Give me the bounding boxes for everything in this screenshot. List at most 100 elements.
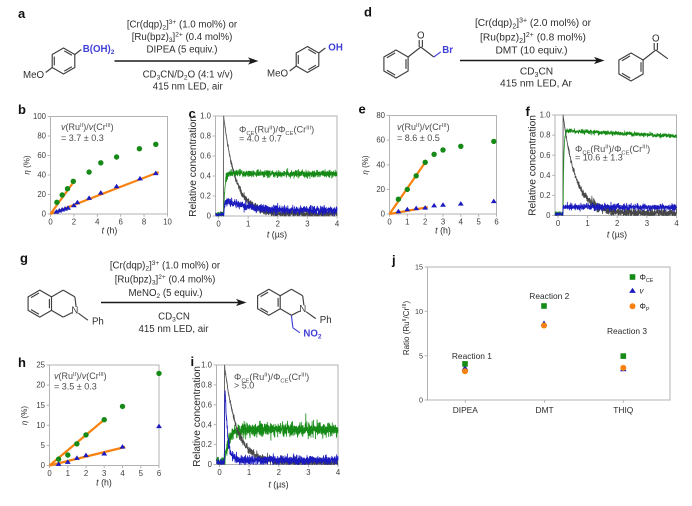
svg-text:80: 80 [376,111,385,120]
svg-text:6: 6 [119,218,123,227]
svg-text:N: N [299,304,306,315]
svg-text:0: 0 [216,220,221,229]
svg-text:= 8.6 ± 0.5: = 8.6 ± 0.5 [397,133,440,143]
svg-text:0: 0 [207,212,212,221]
svg-text:4: 4 [120,469,125,478]
svg-text:0.6: 0.6 [201,400,212,409]
svg-text:t (h): t (h) [435,226,451,236]
svg-text:2: 2 [84,469,88,478]
svg-text:0: 0 [419,396,423,405]
svg-text:0: 0 [381,210,386,219]
svg-text:CD3CN: CD3CN [158,312,190,324]
svg-text:v(RuII)/v(CrIII): v(RuII)/v(CrIII) [397,122,450,132]
svg-text:ΦCE(RuII)/ΦCE(CrIII): ΦCE(RuII)/ΦCE(CrIII) [239,125,314,137]
svg-text:0: 0 [556,219,561,228]
svg-text:i: i [191,354,195,369]
svg-text:2: 2 [72,218,76,227]
svg-text:4: 4 [95,218,100,227]
svg-text:40: 40 [37,171,46,180]
svg-text:0: 0 [42,210,47,219]
svg-text:0: 0 [217,468,222,477]
svg-text:1: 1 [405,218,409,227]
svg-text:0: 0 [387,218,392,227]
svg-text:ΦCE(RuII)/ΦCE(CrIII): ΦCE(RuII)/ΦCE(CrIII) [575,144,650,156]
svg-text:t (µs): t (µs) [268,480,288,490]
svg-text:20: 20 [37,190,46,199]
svg-text:0: 0 [546,211,551,220]
svg-text:η (%): η (%) [20,406,29,425]
svg-text:η (%): η (%) [361,155,370,174]
svg-text:15: 15 [415,263,423,272]
svg-text:2: 2 [276,220,280,229]
svg-text:v: v [640,287,645,296]
svg-text:0.4: 0.4 [201,420,213,429]
svg-text:DIPEA (5 equiv.): DIPEA (5 equiv.) [147,45,218,56]
svg-text:Ph: Ph [320,315,332,326]
svg-text:8: 8 [142,218,146,227]
svg-text:0.6: 0.6 [200,152,211,161]
svg-text:t (h): t (h) [96,478,112,488]
svg-text:DMT (10 equiv.): DMT (10 equiv.) [495,46,567,57]
svg-text:10: 10 [36,421,45,430]
svg-text:Relative concentration: Relative concentration [528,115,539,216]
svg-text:CD3CN: CD3CN [520,67,553,79]
svg-text:20: 20 [376,185,385,194]
svg-text:2: 2 [423,218,427,227]
svg-text:MeO: MeO [23,70,44,81]
svg-text:0: 0 [208,460,213,469]
svg-text:OH: OH [328,43,343,54]
svg-text:3: 3 [306,468,310,477]
svg-text:t (µs): t (µs) [267,230,287,240]
svg-text:15: 15 [36,401,45,410]
svg-text:2: 2 [277,468,281,477]
svg-text:6: 6 [494,218,498,227]
svg-text:0.8: 0.8 [201,381,212,390]
svg-text:Reaction 2: Reaction 2 [529,291,569,301]
svg-text:0: 0 [48,218,53,227]
svg-text:4: 4 [335,220,340,229]
svg-text:10: 10 [163,218,172,227]
svg-text:0.4: 0.4 [540,171,552,180]
svg-text:ΦP: ΦP [640,302,650,313]
svg-text:NO2: NO2 [303,328,322,340]
svg-text:[Ru(bpz)2]2+ (0.8 mol%): [Ru(bpz)2]2+ (0.8 mol%) [480,32,586,45]
svg-text:DIPEA: DIPEA [453,405,479,415]
svg-text:[Ru(bpz)3]2+ (0.4 mol%): [Ru(bpz)3]2+ (0.4 mol%) [132,32,233,45]
svg-text:10: 10 [415,307,423,316]
svg-text:t (h): t (h) [102,226,118,236]
svg-text:6: 6 [157,469,161,478]
svg-text:2: 2 [615,219,619,228]
svg-text:Ph: Ph [92,316,104,327]
svg-text:DMT: DMT [536,405,554,415]
svg-text:1.0: 1.0 [200,112,212,121]
svg-text:[Cr(dqp)2]3+ (1.0 mol%) or: [Cr(dqp)2]3+ (1.0 mol%) or [110,260,221,273]
svg-text:THIQ: THIQ [613,405,633,415]
svg-text:0.8: 0.8 [540,131,551,140]
svg-text:1: 1 [246,220,250,229]
svg-text:4: 4 [336,468,341,477]
svg-text:3: 3 [305,220,309,229]
svg-text:0.2: 0.2 [540,191,551,200]
svg-text:Relative concentration: Relative concentration [192,366,203,467]
svg-text:60: 60 [37,151,46,160]
svg-text:Br: Br [442,45,453,56]
svg-text:60: 60 [376,136,385,145]
svg-text:100: 100 [33,112,47,121]
svg-text:0: 0 [41,461,46,470]
svg-text:ΦCE(RuII)/ΦCE(CrIII): ΦCE(RuII)/ΦCE(CrIII) [234,372,309,384]
svg-text:4: 4 [674,219,679,228]
svg-text:N: N [71,306,78,317]
svg-text:h: h [18,355,26,370]
svg-text:a: a [18,6,26,21]
svg-text:40: 40 [376,160,385,169]
svg-text:= 3.7 ± 0.3: = 3.7 ± 0.3 [61,133,104,143]
svg-text:415 nm LED, Ar: 415 nm LED, Ar [500,79,573,90]
svg-text:1: 1 [585,219,589,228]
svg-text:= 4.0 ± 0.7: = 4.0 ± 0.7 [239,133,282,143]
svg-text:t (µs): t (µs) [607,230,627,240]
svg-text:η (%): η (%) [23,155,32,174]
svg-text:Reaction 3: Reaction 3 [607,326,647,336]
svg-text:3: 3 [441,218,445,227]
svg-text:0.2: 0.2 [200,192,211,201]
svg-text:1: 1 [247,468,251,477]
